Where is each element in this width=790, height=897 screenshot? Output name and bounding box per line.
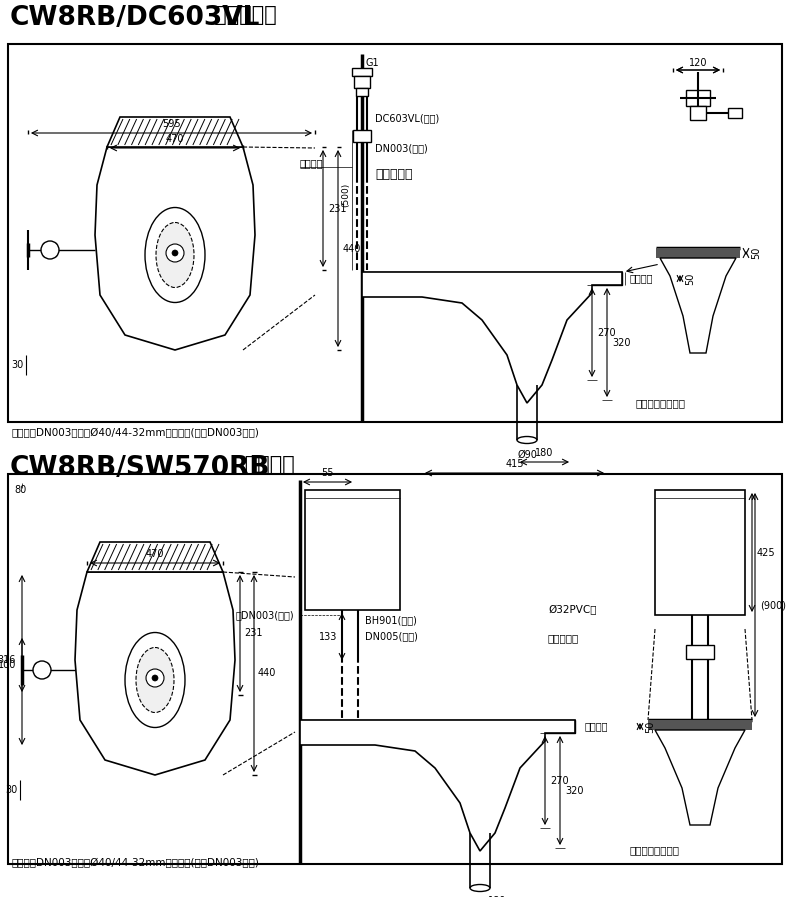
Text: 180: 180 — [536, 448, 554, 458]
Text: 100: 100 — [0, 660, 16, 670]
Text: 需客户自配: 需客户自配 — [375, 169, 412, 181]
Bar — [362, 272, 622, 285]
Polygon shape — [75, 572, 235, 775]
Ellipse shape — [136, 648, 174, 712]
Text: 120: 120 — [689, 58, 707, 68]
Ellipse shape — [470, 884, 490, 892]
Text: 316: 316 — [0, 655, 16, 665]
Ellipse shape — [517, 437, 537, 443]
Text: ＊如使用DN003需另购Ø40/44-32mm的变径头(详参DN003图纸): ＊如使用DN003需另购Ø40/44-32mm的变径头(详参DN003图纸) — [12, 858, 260, 868]
Text: 425: 425 — [757, 547, 776, 558]
Text: G1: G1 — [365, 58, 378, 68]
Text: 50: 50 — [685, 273, 695, 284]
Polygon shape — [660, 258, 736, 353]
Bar — [728, 108, 742, 118]
Circle shape — [41, 241, 59, 259]
Text: 需客户自配: 需客户自配 — [548, 633, 579, 643]
Bar — [354, 76, 370, 88]
Text: ＊如使用DN003需另购Ø40/44-32mm的变径头(详参DN003图纸): ＊如使用DN003需另购Ø40/44-32mm的变径头(详参DN003图纸) — [12, 428, 260, 438]
Polygon shape — [362, 272, 622, 403]
Text: (500): (500) — [341, 183, 350, 207]
Text: 415: 415 — [506, 459, 524, 469]
Bar — [690, 106, 706, 120]
Circle shape — [33, 661, 51, 679]
Bar — [8, 474, 782, 864]
Text: DN005(另购): DN005(另购) — [365, 631, 418, 641]
Text: ＊变径头: ＊变径头 — [300, 158, 323, 168]
Text: 270: 270 — [550, 776, 569, 786]
Circle shape — [146, 669, 164, 687]
Text: 231: 231 — [244, 629, 262, 639]
Text: （）建议安装尺寸: （）建议安装尺寸 — [630, 845, 680, 855]
Text: 231: 231 — [328, 204, 347, 213]
Polygon shape — [87, 542, 223, 572]
Bar — [356, 88, 368, 96]
Polygon shape — [655, 730, 745, 825]
Text: 55: 55 — [322, 468, 333, 478]
Text: 30: 30 — [12, 360, 24, 370]
Text: 270: 270 — [597, 327, 615, 337]
Text: 30: 30 — [6, 785, 18, 795]
Text: 595: 595 — [162, 119, 181, 129]
Text: 180: 180 — [488, 896, 506, 897]
Text: 320: 320 — [565, 786, 584, 796]
Text: 完成地面: 完成地面 — [585, 721, 608, 731]
Bar — [352, 68, 372, 76]
Text: 蹲式坐便器: 蹲式坐便器 — [207, 5, 276, 25]
Ellipse shape — [125, 632, 185, 727]
Circle shape — [172, 250, 178, 256]
Text: DN003(另购): DN003(另购) — [375, 143, 427, 153]
Bar — [656, 248, 740, 258]
Text: （）建议安装尺寸: （）建议安装尺寸 — [635, 398, 685, 408]
Text: 470: 470 — [145, 549, 164, 559]
Bar — [655, 490, 745, 615]
Text: 完成地面: 完成地面 — [630, 273, 653, 283]
Polygon shape — [95, 147, 255, 350]
Text: CW8RB/SW570RB: CW8RB/SW570RB — [10, 455, 270, 481]
Circle shape — [152, 675, 158, 681]
Text: 133: 133 — [318, 631, 337, 641]
Text: 80: 80 — [14, 485, 26, 495]
Ellipse shape — [145, 207, 205, 302]
Text: CW8RB/DC603VL: CW8RB/DC603VL — [10, 5, 261, 31]
Text: Ø32PVC管: Ø32PVC管 — [548, 605, 596, 615]
Bar — [648, 720, 752, 730]
Polygon shape — [107, 117, 243, 147]
Polygon shape — [300, 720, 575, 851]
Text: 50: 50 — [645, 720, 655, 733]
Text: 蹲式坐便器: 蹲式坐便器 — [225, 455, 295, 475]
Bar — [353, 130, 371, 142]
Ellipse shape — [156, 222, 194, 288]
Text: 440: 440 — [343, 243, 361, 254]
Text: 50: 50 — [751, 247, 761, 259]
Text: 470: 470 — [166, 134, 184, 144]
Bar — [305, 490, 400, 610]
Bar — [300, 720, 575, 733]
Text: BH901(另购): BH901(另购) — [365, 615, 417, 625]
Text: 440: 440 — [258, 668, 276, 678]
Text: DC603VL(另购): DC603VL(另购) — [375, 113, 439, 123]
Bar — [686, 90, 710, 106]
Bar — [686, 645, 714, 659]
Text: (900): (900) — [760, 600, 786, 610]
Circle shape — [166, 244, 184, 262]
Text: Ø90: Ø90 — [517, 450, 537, 460]
Text: ＊DN003(另购): ＊DN003(另购) — [235, 610, 294, 620]
Text: 320: 320 — [612, 337, 630, 347]
Bar — [8, 44, 782, 422]
